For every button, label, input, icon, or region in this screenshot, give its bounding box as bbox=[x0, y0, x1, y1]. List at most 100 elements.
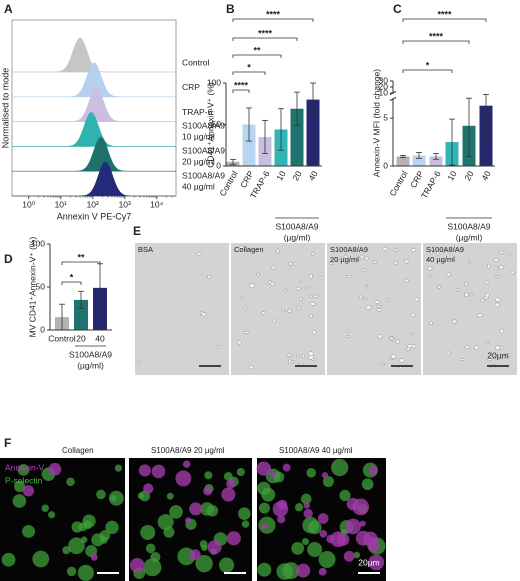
cell bbox=[495, 297, 501, 302]
annexin-signal bbox=[317, 513, 329, 524]
x-tick-label: 10¹ bbox=[55, 199, 67, 209]
cell bbox=[411, 344, 417, 349]
cell bbox=[493, 258, 500, 262]
cell bbox=[458, 358, 465, 361]
y-axis-title: MV CD41⁺Annexin-V⁺ (%) bbox=[27, 237, 37, 338]
cell bbox=[298, 296, 303, 302]
annexin-signal bbox=[345, 518, 361, 535]
cell bbox=[476, 313, 483, 318]
image-label: S100A8/A9 bbox=[330, 245, 368, 254]
annexin-signal bbox=[226, 531, 241, 546]
error-bar bbox=[262, 119, 268, 154]
cell bbox=[261, 311, 266, 315]
annexin-signal bbox=[282, 463, 291, 472]
micrograph bbox=[423, 243, 517, 375]
p-selectin-signal bbox=[150, 551, 161, 563]
error-bar bbox=[278, 108, 284, 151]
annexin-signal bbox=[182, 460, 191, 468]
image-label: S100A8/A9 40 µg/ml bbox=[279, 446, 353, 455]
cell bbox=[281, 308, 286, 312]
p-selectin-signal bbox=[322, 476, 334, 488]
cell bbox=[510, 270, 515, 275]
scale-bar-label: 20µm bbox=[487, 350, 508, 360]
cell bbox=[298, 279, 302, 283]
x-tick-label: 10⁰ bbox=[22, 199, 35, 209]
error-bar bbox=[246, 107, 252, 142]
x-tick-label: 10⁴ bbox=[150, 199, 163, 209]
significance-bracket bbox=[61, 281, 82, 285]
density-curve bbox=[12, 87, 176, 122]
cell bbox=[388, 356, 393, 360]
image-label: Collagen bbox=[234, 245, 264, 254]
p-selectin-signal bbox=[145, 543, 156, 554]
y-tick-label: 20 bbox=[379, 81, 389, 91]
p-selectin-signal bbox=[331, 458, 349, 477]
series-label: CRP bbox=[182, 82, 200, 92]
significance-bracket bbox=[232, 71, 266, 75]
annexin-signal bbox=[143, 483, 154, 494]
cell bbox=[313, 294, 319, 298]
error-bar bbox=[433, 153, 439, 160]
annexin-signal bbox=[129, 557, 145, 573]
p-selectin-signal bbox=[257, 481, 271, 496]
cell bbox=[308, 273, 313, 279]
y-tick-label: 50 bbox=[212, 119, 222, 129]
cell bbox=[498, 265, 505, 270]
cell bbox=[441, 248, 447, 253]
p-selectin-signal bbox=[206, 504, 219, 517]
error-bar bbox=[230, 158, 236, 165]
cell bbox=[484, 292, 490, 298]
x-tick-label: 10 bbox=[445, 169, 459, 182]
cell bbox=[286, 353, 293, 357]
cell bbox=[436, 251, 440, 256]
annexin-signal bbox=[321, 472, 329, 479]
cell bbox=[308, 351, 314, 357]
x-tick-label: 10 bbox=[274, 169, 288, 182]
annexin-signal bbox=[272, 501, 289, 517]
cell bbox=[486, 358, 493, 362]
p-selectin-signal bbox=[339, 489, 351, 502]
group-label: (µg/ml) bbox=[284, 232, 311, 242]
cell bbox=[487, 263, 491, 269]
y-axis-title: Normalised to mode bbox=[0, 68, 10, 149]
series-label: S100A8/A9 bbox=[182, 121, 225, 131]
p-selectin-signal bbox=[14, 480, 26, 493]
cell bbox=[494, 275, 500, 279]
p-selectin-signal bbox=[96, 489, 106, 500]
annexin-signal bbox=[203, 486, 213, 496]
annexin-signal bbox=[343, 550, 355, 562]
p-selectin-signal bbox=[143, 558, 162, 577]
channel-label: P-selectin bbox=[5, 475, 43, 485]
cell bbox=[346, 275, 352, 278]
significance-label: ** bbox=[77, 252, 85, 262]
p-selectin-signal bbox=[166, 492, 174, 500]
p-selectin-signal bbox=[48, 511, 56, 519]
cell bbox=[207, 274, 212, 280]
annexin-signal bbox=[175, 470, 192, 487]
channel-label: Annexin-V bbox=[5, 462, 45, 472]
cell bbox=[301, 353, 305, 359]
error-bar bbox=[310, 82, 316, 117]
cell bbox=[311, 252, 316, 256]
cell bbox=[499, 328, 505, 334]
p-selectin-signal bbox=[291, 541, 305, 555]
p-selectin-signal bbox=[169, 505, 183, 519]
annexin-signal bbox=[189, 502, 203, 516]
density-curve bbox=[12, 62, 176, 98]
p-selectin-signal bbox=[1, 552, 16, 567]
x-tick-label: 40 bbox=[306, 169, 320, 182]
image-label: BSA bbox=[138, 245, 153, 254]
p-selectin-signal bbox=[236, 467, 245, 477]
cell bbox=[359, 254, 364, 260]
cell bbox=[451, 319, 457, 324]
annexin-signal bbox=[359, 520, 366, 527]
error-bar bbox=[466, 97, 472, 157]
cell bbox=[429, 321, 433, 325]
panel-label: C bbox=[393, 2, 402, 16]
significance-bracket bbox=[232, 18, 314, 22]
annexin-signal bbox=[277, 515, 286, 524]
series-label: TRAP-6 bbox=[182, 107, 213, 117]
cell bbox=[494, 266, 498, 271]
p-selectin-signal bbox=[66, 566, 77, 577]
x-tick-label: Control bbox=[387, 169, 409, 198]
